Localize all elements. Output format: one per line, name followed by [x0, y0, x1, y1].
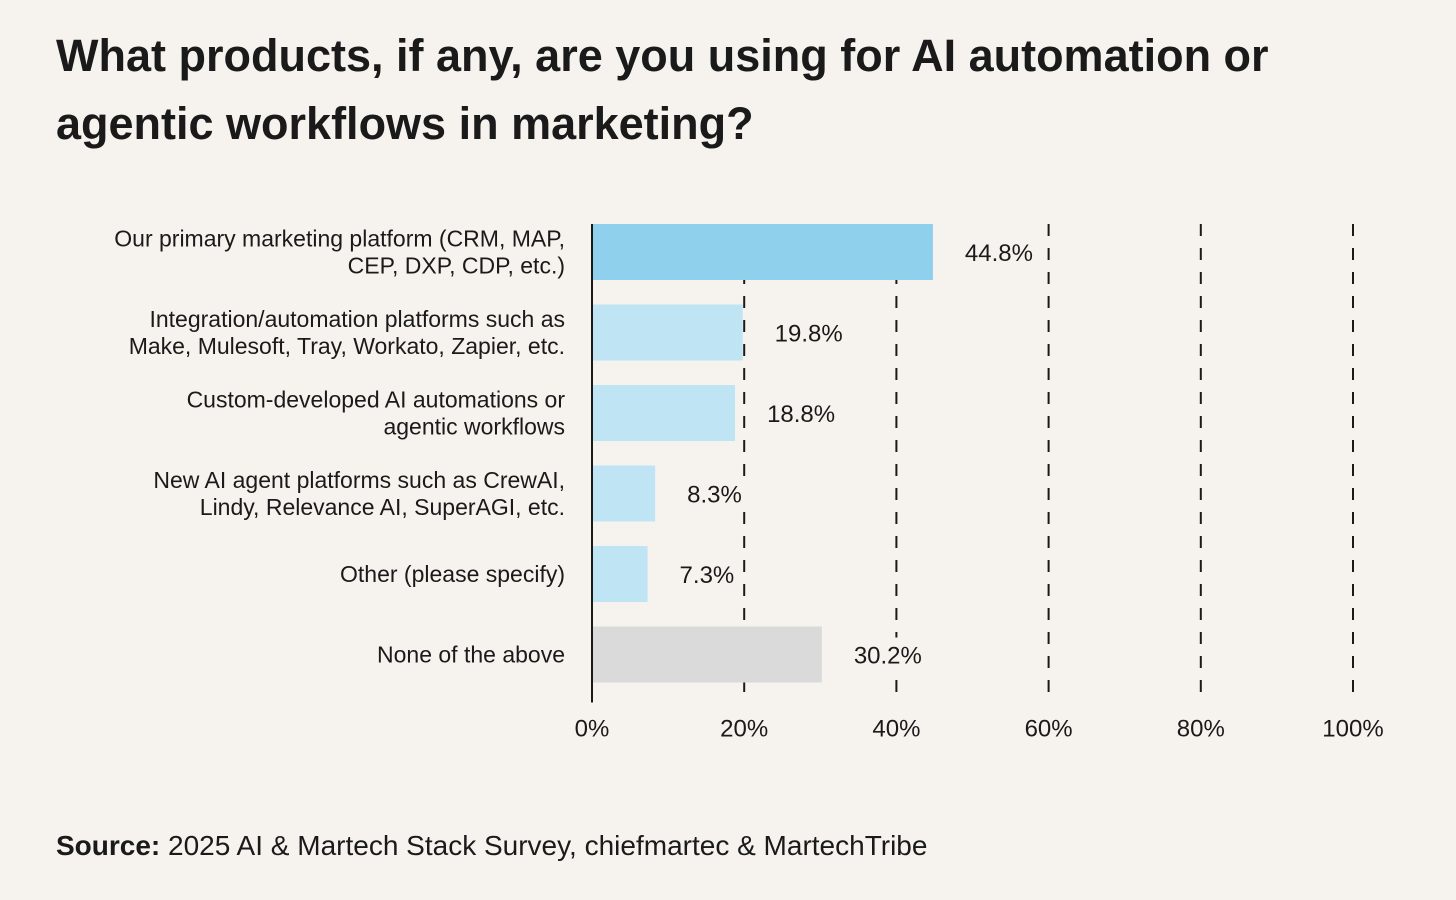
- source-label: Source:: [56, 830, 161, 861]
- bar-4: [592, 465, 656, 522]
- value-label-2: 19.8%: [775, 321, 843, 348]
- source-text: 2025 AI & Martech Stack Survey, chiefmar…: [168, 830, 928, 861]
- chart-title: What products, if any, are you using for…: [56, 30, 1269, 149]
- category-label-4-line-1: New AI agent platforms such as CrewAI,: [153, 467, 565, 493]
- category-label-4-line-2: Lindy, Relevance AI, SuperAGI, etc.: [200, 494, 565, 520]
- bar-1: [592, 224, 933, 280]
- value-label-6: 30.2%: [854, 643, 922, 670]
- value-label-bg-6: [847, 637, 928, 672]
- value-label-bg-4: [681, 476, 748, 511]
- category-label-5-line-1: Other (please specify): [340, 561, 565, 587]
- source-note: Source: 2025 AI & Martech Stack Survey, …: [56, 830, 927, 862]
- x-tick-label-20: 20%: [720, 716, 768, 743]
- category-label-6-line-1: None of the above: [377, 642, 565, 668]
- category-label-1-line-2: CEP, DXP, CDP, etc.): [348, 253, 565, 279]
- category-label-2-line-1: Integration/automation platforms such as: [149, 306, 565, 332]
- value-label-1: 44.8%: [965, 240, 1033, 267]
- x-tick-label-0: 0%: [575, 716, 610, 743]
- bar-5: [592, 546, 648, 602]
- x-tick-label-60: 60%: [1025, 716, 1073, 743]
- value-labels: 44.8% 19.8% 18.8% 8.3% 7.3% 30.2%: [673, 235, 1039, 672]
- category-label-3-line-2: agentic workflows: [383, 414, 565, 440]
- value-label-bg-5: [673, 557, 741, 591]
- value-label-bg-1: [958, 235, 1039, 269]
- value-label-bg-2: [768, 315, 849, 350]
- bar-chart: Our primary marketing platform (CRM, MAP…: [114, 224, 1384, 743]
- bar-6: [592, 626, 822, 683]
- x-tick-label-40: 40%: [872, 716, 920, 743]
- x-tick-label-80: 80%: [1177, 716, 1225, 743]
- value-label-5: 7.3%: [680, 562, 735, 589]
- bars: [592, 224, 933, 683]
- category-label-3-line-1: Custom-developed AI automations or: [187, 387, 566, 413]
- x-axis-ticks: 0% 20% 40% 60% 80% 100%: [575, 716, 1384, 743]
- gridlines: [743, 224, 1354, 703]
- value-label-bg-3: [761, 396, 842, 430]
- bar-3: [592, 385, 736, 441]
- category-label-1-line-1: Our primary marketing platform (CRM, MAP…: [114, 226, 565, 252]
- value-label-4: 8.3%: [687, 482, 742, 509]
- category-labels: Our primary marketing platform (CRM, MAP…: [114, 226, 565, 668]
- category-label-2-line-2: Make, Mulesoft, Tray, Workato, Zapier, e…: [129, 333, 565, 359]
- bar-2: [592, 304, 743, 361]
- value-label-3: 18.8%: [767, 401, 835, 428]
- x-tick-label-100: 100%: [1322, 716, 1383, 743]
